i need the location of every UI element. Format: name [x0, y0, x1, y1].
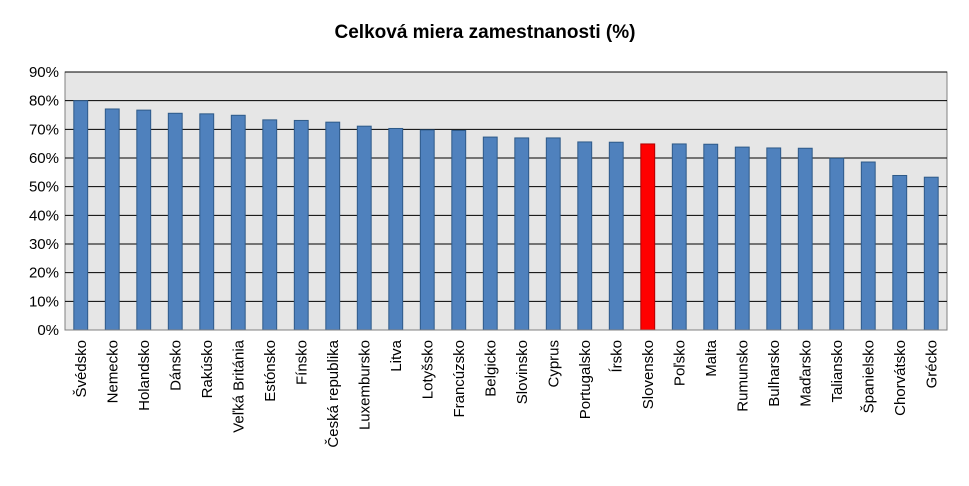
bar	[860, 161, 876, 331]
x-category-label: Veľká Británia	[230, 339, 247, 432]
x-category-label: Taliansko	[829, 340, 846, 403]
y-tick-label: 90%	[29, 64, 59, 81]
bar	[199, 113, 215, 331]
x-category-label: Česká republika	[325, 339, 342, 447]
x-category-label: Chorvátsko	[892, 340, 909, 416]
bar	[545, 137, 561, 331]
x-category-label: Maďarsko	[797, 340, 814, 407]
y-tick-label: 80%	[29, 93, 59, 110]
y-tick-label: 70%	[29, 121, 59, 138]
bar	[734, 146, 750, 331]
bar	[388, 127, 404, 331]
x-category-label: Portugalsko	[577, 340, 594, 419]
y-tick-label: 20%	[29, 265, 59, 282]
bar	[923, 176, 939, 331]
bar	[514, 137, 530, 331]
x-category-label: Holandsko	[136, 340, 153, 411]
x-axis-labels: Švédsko Nemecko Holandsko Dánsko Rakúsko Veľk…	[73, 339, 941, 447]
plot-area	[64, 71, 948, 331]
bar	[451, 129, 467, 331]
x-category-label: Malta	[703, 339, 720, 376]
x-category-label: Slovinsko	[514, 340, 531, 404]
x-category-label: Estónsko	[262, 340, 279, 402]
x-category-label: Poľsko	[671, 340, 688, 386]
x-category-label: Nemecko	[104, 340, 121, 403]
x-category-label: Španielsko	[860, 340, 877, 413]
bar	[230, 114, 246, 331]
bar	[766, 147, 782, 331]
x-category-label: Lotyšsko	[419, 340, 436, 399]
bar	[671, 143, 687, 331]
bar	[797, 147, 813, 331]
x-category-label: Bulharsko	[766, 340, 783, 407]
x-category-label: Grécko	[923, 340, 940, 388]
y-tick-label: 30%	[29, 236, 59, 253]
bars	[73, 100, 939, 331]
y-tick-label: 10%	[29, 293, 59, 310]
y-tick-label: 0%	[37, 322, 59, 339]
x-category-label: Cyprus	[545, 340, 562, 388]
x-category-label: Fínsko	[293, 340, 310, 385]
bar	[892, 174, 908, 331]
bar	[703, 143, 719, 331]
x-category-label: Belgicko	[482, 340, 499, 397]
x-category-label: Írsko	[608, 340, 625, 373]
bar	[136, 109, 152, 331]
bar	[577, 141, 593, 331]
x-category-label: Slovensko	[640, 340, 657, 409]
bar	[325, 121, 341, 331]
y-tick-label: 40%	[29, 207, 59, 224]
bar	[262, 119, 278, 331]
x-category-label: Luxembursko	[356, 340, 373, 430]
bar	[167, 112, 183, 331]
x-category-label: Rakúsko	[199, 340, 216, 398]
x-category-label: Rumunsko	[734, 340, 751, 412]
bar	[104, 108, 120, 331]
y-axis-ticks: 0% 10% 20% 30% 40% 50% 60% 70% 80% 90%	[29, 64, 59, 339]
bar	[356, 125, 372, 331]
x-category-label: Francúzsko	[451, 340, 468, 418]
bar	[73, 100, 89, 331]
y-tick-label: 60%	[29, 150, 59, 167]
y-tick-label: 50%	[29, 179, 59, 196]
bar	[829, 157, 845, 331]
x-category-label: Litva	[388, 339, 405, 371]
bar-highlight	[640, 143, 656, 331]
bar	[419, 129, 435, 331]
chart-title: Celková miera zamestnanosti (%)	[335, 22, 636, 43]
bar	[293, 119, 309, 331]
x-category-label: Švédsko	[73, 340, 90, 398]
bar	[608, 141, 624, 331]
x-category-label: Dánsko	[167, 340, 184, 391]
bar	[482, 136, 498, 331]
